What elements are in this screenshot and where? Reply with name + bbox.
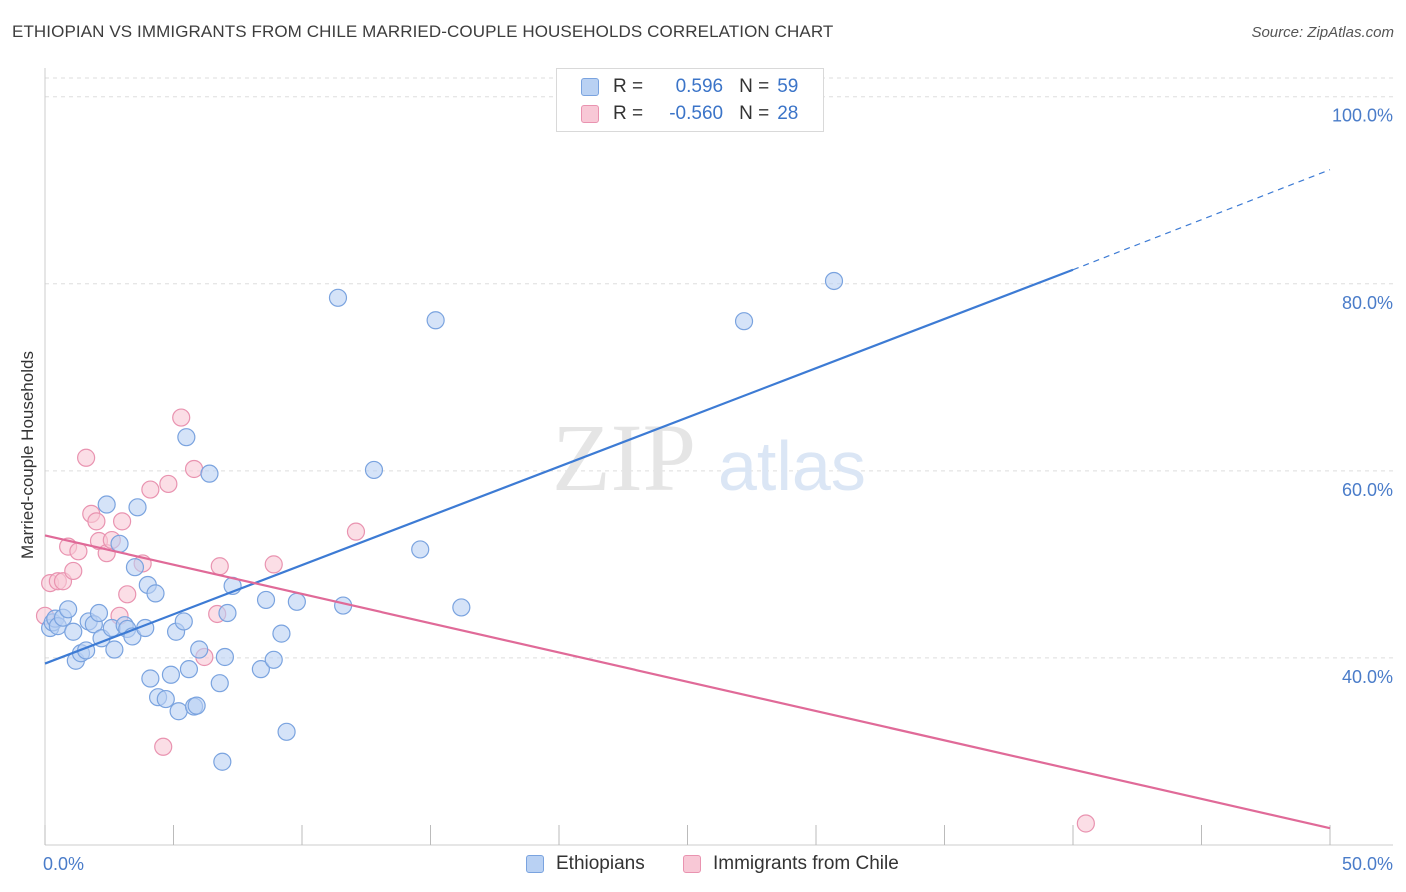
trend-lines <box>44 169 1331 830</box>
ethiopians-point <box>125 558 145 577</box>
watermark: ZIP atlas <box>552 404 866 511</box>
ethiopians-point <box>59 600 78 619</box>
chile-point <box>1076 814 1095 833</box>
chile-point <box>112 512 132 531</box>
ethiopians-point <box>328 288 348 307</box>
ethiopians-point <box>452 598 471 617</box>
y-tick-label: 60.0% <box>1342 480 1393 500</box>
ethiopians-point <box>824 271 844 291</box>
ethiopians-point <box>277 722 296 741</box>
chart-title: ETHIOPIAN VS IMMIGRANTS FROM CHILE MARRI… <box>12 22 834 41</box>
chile-point <box>64 561 83 581</box>
legend-item-ethiopians: Ethiopians <box>526 852 645 876</box>
r-label: R = <box>613 76 644 97</box>
y-tick-label: 40.0% <box>1342 667 1393 687</box>
y-tick-label: 100.0% <box>1332 106 1393 126</box>
n-label: N = <box>739 76 770 97</box>
n-value: 28 <box>777 103 799 124</box>
legend-row-chile: R = -0.560 N = 28 <box>581 102 798 126</box>
ethiopians-trend-extension <box>1072 169 1331 271</box>
ethiopians-point <box>97 495 116 514</box>
ethiopians-point <box>218 603 237 623</box>
chile-point <box>77 448 96 467</box>
chart-source: Source: ZipAtlas.com <box>1251 24 1394 41</box>
chile-swatch <box>581 105 599 123</box>
legend-label: Immigrants from Chile <box>713 853 899 874</box>
ethiopians-point <box>169 702 188 721</box>
ethiopians-point <box>156 689 175 709</box>
chile-point <box>172 408 191 427</box>
ethiopians-legend-swatch <box>526 855 544 873</box>
ethiopians-point <box>426 311 445 330</box>
ethiopians-point <box>215 647 234 667</box>
ethiopians-point <box>200 464 219 483</box>
r-value: 0.596 <box>675 76 724 97</box>
legend-row-ethiopians: R = 0.596 N = 59 <box>581 75 798 99</box>
data-points <box>35 271 1095 833</box>
legend-label: Ethiopians <box>556 853 645 874</box>
watermark-zip: ZIP <box>552 404 696 511</box>
chile-point <box>141 480 160 499</box>
ethiopians-point <box>110 534 129 553</box>
n-value: 59 <box>777 76 799 97</box>
chile-point <box>346 522 366 541</box>
chile-point <box>210 557 229 576</box>
y-axis-label: Married-couple Households <box>18 351 37 559</box>
chile-point <box>87 512 106 531</box>
ethiopians-point <box>179 660 199 679</box>
chile-point <box>184 459 204 479</box>
ethiopians-point <box>734 312 754 331</box>
chile-trend-line <box>44 534 1331 830</box>
r-value: -0.560 <box>669 103 724 124</box>
ethiopians-point <box>190 640 209 659</box>
ethiopians-point <box>264 650 283 669</box>
stats-legend: R = 0.596 N = 59 R = -0.560 N = 28 <box>556 68 824 132</box>
chile-point <box>154 737 173 756</box>
chile-point <box>159 474 178 494</box>
x-tick-label: 0.0% <box>43 854 84 874</box>
ethiopians-point <box>174 612 193 631</box>
ethiopians-point <box>213 752 232 771</box>
chile-point <box>264 555 283 574</box>
grid-lines <box>45 77 1393 659</box>
chile-legend-swatch <box>683 855 701 873</box>
ethiopians-point <box>272 624 291 643</box>
ethiopians-swatch <box>581 78 599 96</box>
ethiopians-point <box>128 498 147 517</box>
ethiopians-point <box>187 696 206 715</box>
x-tick-label: 50.0% <box>1342 854 1393 874</box>
ethiopians-point <box>161 665 181 684</box>
chile-point <box>118 585 137 604</box>
legend-item-chile: Immigrants from Chile <box>683 852 899 876</box>
ethiopians-point <box>364 460 384 480</box>
ethiopians-point <box>411 540 430 559</box>
ethiopians-point <box>287 592 306 611</box>
ethiopians-point <box>177 428 196 447</box>
y-tick-label: 80.0% <box>1342 293 1393 313</box>
axes: 40.0% 60.0% 80.0% 100.0% 0.0% 50.0% <box>43 68 1393 874</box>
ethiopians-point <box>251 660 270 679</box>
ethiopians-trend-line <box>44 268 1074 665</box>
ethiopians-point <box>64 622 83 641</box>
ethiopians-point <box>256 590 276 610</box>
watermark-atlas: atlas <box>718 427 866 505</box>
ethiopians-point <box>105 640 124 659</box>
ethiopians-point <box>146 584 165 603</box>
n-label: N = <box>739 103 770 124</box>
ethiopians-point <box>210 674 229 693</box>
r-label: R = <box>613 103 644 124</box>
ethiopians-point <box>89 603 109 623</box>
ethiopians-point <box>141 669 160 688</box>
